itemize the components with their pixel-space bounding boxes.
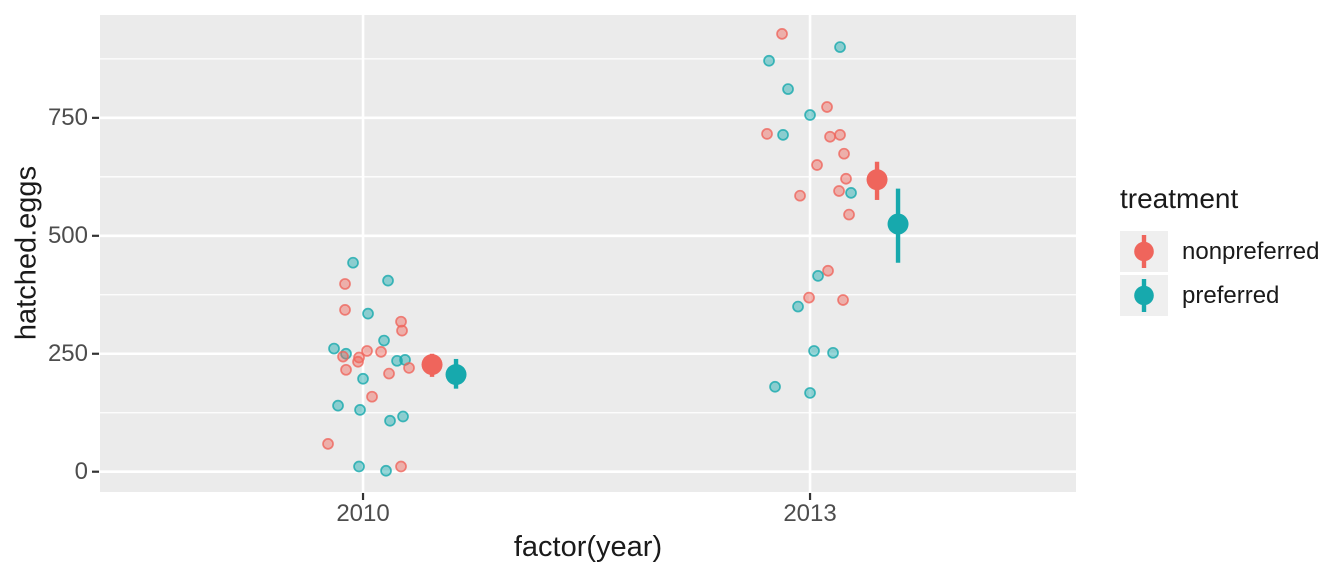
x-tick-label: 2013 xyxy=(783,500,837,527)
y-tick-label: 750 xyxy=(47,103,88,131)
legend-item: preferred xyxy=(1120,275,1319,316)
legend-label: nonpreferred xyxy=(1182,237,1320,265)
y-tick-label: 250 xyxy=(47,339,88,367)
y-tick-label: 0 xyxy=(74,457,88,485)
x-axis-title: factor(year) xyxy=(513,531,663,563)
plot-panel xyxy=(100,15,1076,492)
legend: treatment nonpreferred preferred xyxy=(1120,183,1319,316)
legend-item: nonpreferred xyxy=(1120,231,1319,272)
legend-key-pointrange-icon xyxy=(1120,231,1168,272)
legend-items: nonpreferred preferred xyxy=(1120,231,1319,316)
y-tick-label: 500 xyxy=(47,221,88,249)
legend-key-pointrange-icon xyxy=(1120,275,1168,316)
legend-label: preferred xyxy=(1182,281,1280,309)
legend-title: treatment xyxy=(1120,183,1239,214)
y-axis-title: hatched.eggs xyxy=(10,165,43,341)
x-tick-label: 2010 xyxy=(336,500,390,527)
